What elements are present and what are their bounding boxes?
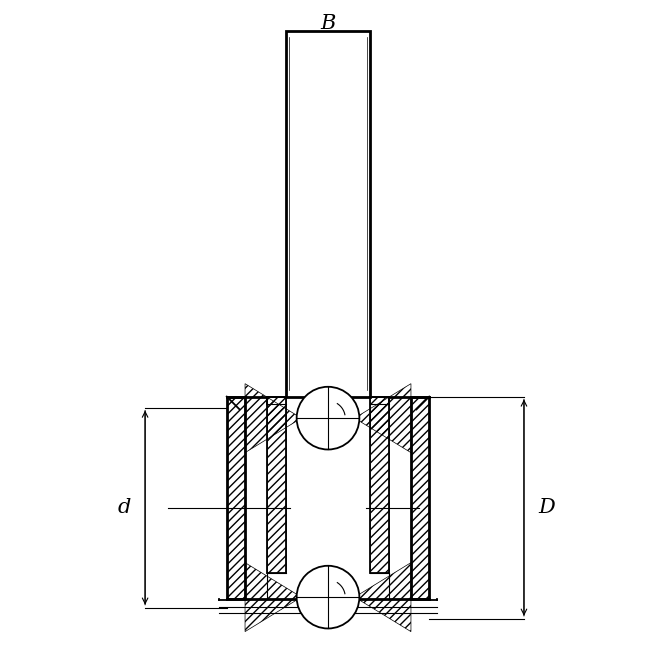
Circle shape — [297, 387, 359, 449]
Polygon shape — [227, 397, 245, 599]
Polygon shape — [371, 397, 389, 573]
Text: B: B — [320, 14, 336, 33]
Polygon shape — [267, 397, 285, 573]
Polygon shape — [285, 31, 371, 397]
Polygon shape — [411, 397, 429, 599]
Text: D: D — [539, 498, 555, 517]
Circle shape — [297, 565, 359, 628]
Text: d: d — [117, 498, 131, 517]
